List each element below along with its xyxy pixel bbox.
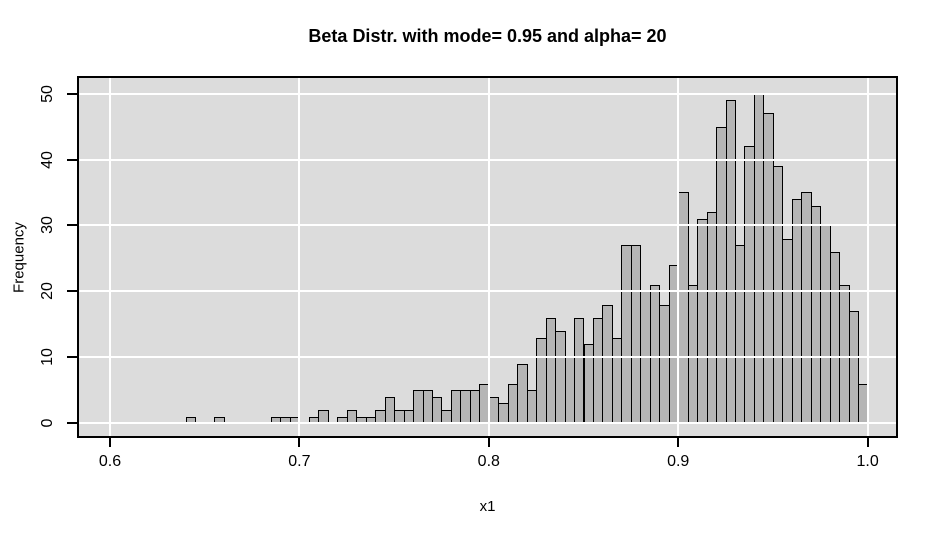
y-gridline	[77, 356, 898, 359]
x-tick-mark	[866, 438, 869, 447]
x-tick-mark	[677, 438, 680, 447]
y-tick-mark	[67, 356, 77, 359]
x-gridline	[109, 76, 111, 438]
chart-title: Beta Distr. with mode= 0.95 and alpha= 2…	[308, 26, 667, 46]
y-gridline	[77, 92, 898, 95]
y-tick-label: 30	[39, 216, 56, 235]
y-tick-mark	[67, 158, 77, 161]
x-tick-label: 0.6	[98, 453, 122, 470]
x-tick-label: 0.7	[288, 453, 311, 470]
x-tick-label: 0.8	[477, 453, 500, 470]
x-tick-label: 1.0	[856, 453, 879, 470]
x-gridline	[298, 76, 301, 438]
x-gridline	[677, 76, 680, 438]
y-tick-mark	[67, 290, 77, 293]
x-tick-label: 0.9	[667, 453, 690, 470]
y-tick-mark	[67, 224, 77, 227]
y-tick-mark	[67, 422, 77, 425]
y-tick-label: 20	[39, 282, 56, 301]
y-tick-label: 40	[39, 150, 56, 169]
y-gridline	[77, 422, 898, 425]
y-axis-title: Frequency	[10, 222, 28, 293]
y-gridline	[77, 224, 898, 227]
x-gridline	[866, 76, 869, 438]
x-axis-title: x1	[479, 498, 496, 515]
x-tick-mark	[487, 438, 490, 447]
y-tick-label: 10	[39, 348, 56, 367]
y-tick-mark	[67, 92, 77, 95]
y-tick-label: 50	[39, 84, 56, 103]
x-tick-mark	[298, 438, 301, 447]
y-gridline	[77, 290, 898, 293]
x-gridline	[487, 76, 490, 438]
plot-area	[77, 76, 898, 438]
y-tick-label: 0	[39, 418, 56, 428]
x-tick-mark	[109, 438, 111, 447]
y-gridline	[77, 158, 898, 161]
